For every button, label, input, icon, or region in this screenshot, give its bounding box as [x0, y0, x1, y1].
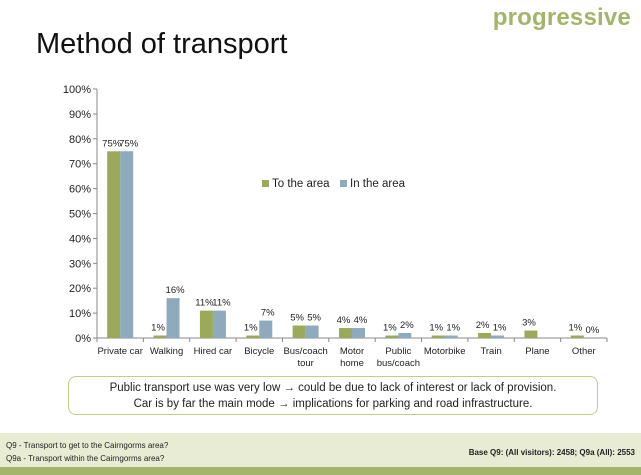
x-tick-label: Train [480, 346, 501, 357]
legend-label: In the area [350, 178, 406, 190]
data-label: 11% [212, 298, 231, 309]
bar-to-area [570, 335, 584, 338]
bar-in-area [166, 298, 180, 338]
data-label: 4% [337, 315, 351, 326]
data-label: 5% [290, 313, 304, 324]
summary-callout: Public transport use was very low → coul… [68, 376, 598, 415]
bar-to-area [431, 335, 445, 338]
data-label: 75% [102, 138, 122, 149]
y-tick-label: 100% [63, 84, 91, 96]
bar-in-area [398, 333, 412, 338]
data-label: 1% [568, 323, 582, 334]
data-label: 1% [244, 323, 258, 334]
y-tick-label: 80% [69, 134, 91, 146]
bar-chart: 0% 10% 20% 30% 40% 50% 60% 70% 80% 90% 100% 75%75% P… [63, 84, 608, 369]
legend-label: To the area [272, 178, 330, 190]
y-tick-label: 50% [69, 209, 91, 221]
bar-to-area [246, 335, 260, 338]
x-tick-label: Motorbike [424, 346, 466, 357]
data-label: 1% [151, 323, 165, 334]
bar-in-area [305, 325, 319, 338]
data-label: 11% [195, 298, 214, 309]
data-label: 7% [261, 308, 275, 319]
data-label: 4% [354, 315, 368, 326]
y-tick-label: 70% [69, 159, 91, 171]
y-tick-label: 90% [69, 109, 91, 121]
x-tick-label: Plane [525, 346, 549, 357]
data-label: 1% [429, 323, 443, 334]
y-tick-label: 10% [69, 308, 91, 320]
bar-to-area [107, 151, 121, 338]
y-tick-label: 60% [69, 184, 91, 196]
page-title: Method of transport [36, 28, 288, 60]
data-label: 1% [446, 323, 460, 334]
data-label: 1% [493, 323, 507, 334]
legend-swatch [340, 180, 347, 187]
x-tick-label: Hired car [194, 346, 233, 357]
data-label: 3% [522, 318, 536, 329]
data-label: 75% [119, 138, 139, 149]
x-tick-label: Public bus/coach [377, 346, 420, 369]
bar-to-area [385, 335, 399, 338]
bar-in-area [212, 310, 226, 338]
legend-swatch [262, 180, 269, 187]
bar-to-area [478, 333, 492, 338]
data-label: 0% [585, 325, 599, 336]
footer-bar: Q9 - Transport to get to the Cairngorms … [0, 433, 641, 467]
data-label: 5% [307, 313, 321, 324]
data-label: 16% [166, 285, 186, 296]
bar-to-area [153, 335, 167, 338]
data-label: 1% [383, 323, 397, 334]
bar-to-area [292, 325, 306, 338]
footer-question-q9: Q9 - Transport to get to the Cairngorms … [6, 441, 169, 450]
footer-question-q9a: Q9a - Transport within the Cairngorms ar… [6, 454, 165, 463]
x-tick-label: Private car [97, 346, 142, 357]
bar-to-area [199, 310, 213, 338]
x-tick-label: Bicycle [244, 346, 274, 357]
bar-in-area [259, 320, 273, 338]
bar-in-area [491, 335, 505, 338]
y-tick-label: 30% [69, 258, 91, 270]
data-label: 2% [400, 320, 414, 331]
bottom-accent-bar [0, 467, 641, 475]
y-tick-label: 20% [69, 283, 91, 295]
x-tick-label: Motor home [340, 346, 364, 369]
callout-line-2: Car is by far the main mode → implicatio… [133, 398, 533, 410]
data-label: 2% [476, 320, 490, 331]
x-tick-label: Other [572, 346, 596, 357]
bar-in-area [352, 328, 365, 338]
y-tick-label: 0% [75, 333, 91, 345]
bar-in-area [444, 335, 458, 338]
bar-to-area [339, 328, 352, 338]
bar-in-area [120, 151, 134, 338]
y-tick-label: 40% [69, 233, 91, 245]
callout-line-1: Public transport use was very low → coul… [109, 382, 557, 394]
x-tick-label: Walking [150, 346, 183, 357]
brand-logo: progressive [492, 4, 631, 31]
footer-base: Base Q9: (All visitors): 2458; Q9a (All)… [468, 448, 635, 457]
bar-to-area [524, 330, 538, 338]
x-tick-label: Bus/coach tour [283, 346, 327, 369]
